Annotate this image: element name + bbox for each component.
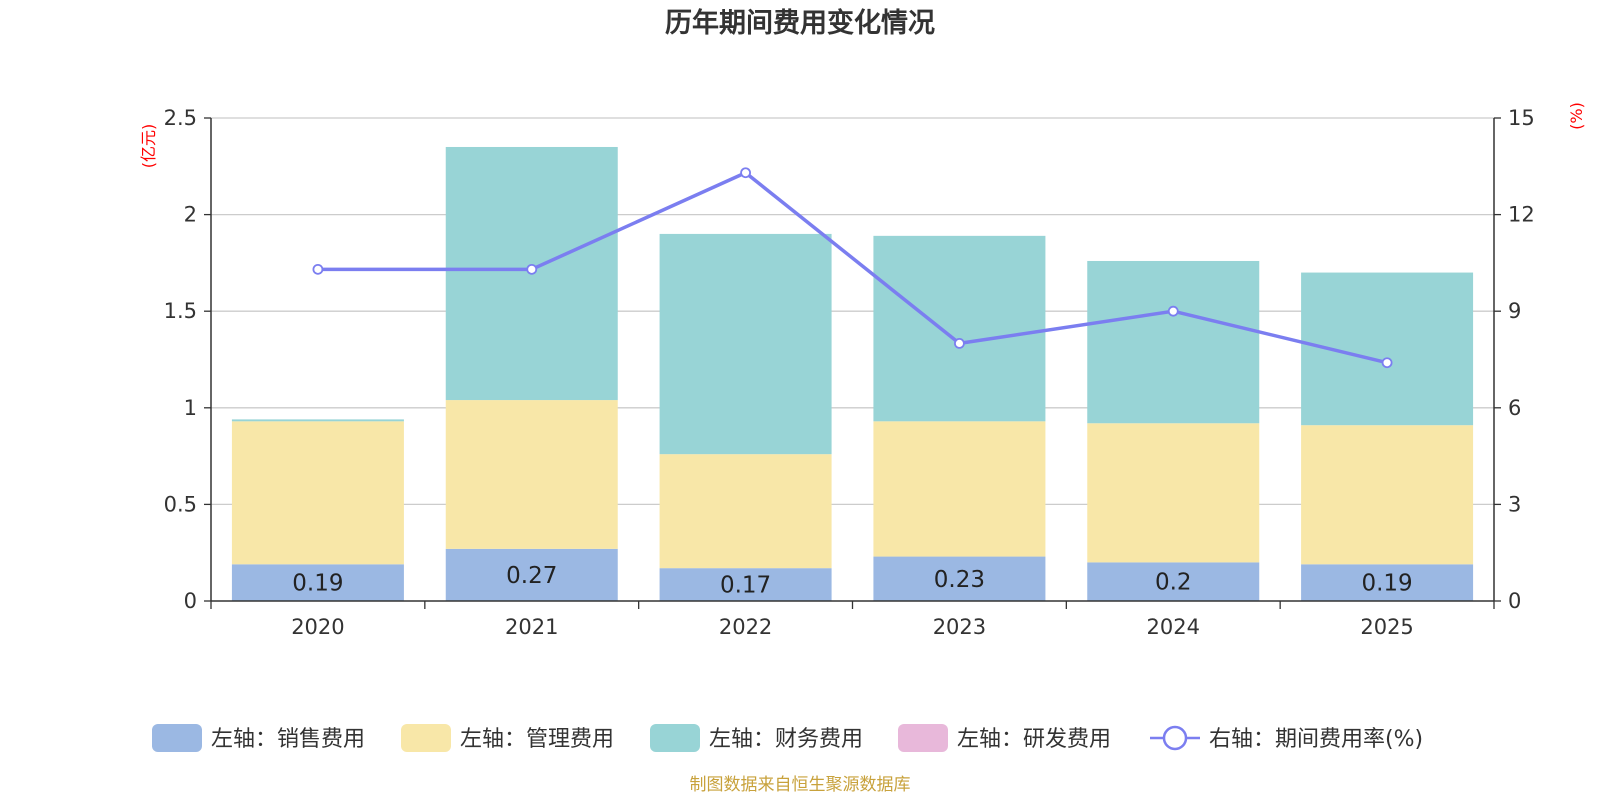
legend-swatch <box>401 724 451 752</box>
bar-segment-3 <box>1087 260 1260 424</box>
bar-data-label: 0.2 <box>1155 570 1192 596</box>
bar-segment-3 <box>873 235 1046 422</box>
expense-ratio-point <box>954 337 965 349</box>
legend-marker-icon <box>1162 725 1188 751</box>
legend-item[interactable]: 左轴：研发费用 <box>898 724 1111 752</box>
left-axis-tick-label: 2 <box>184 203 197 227</box>
left-axis-tick-label: 2.5 <box>164 106 197 130</box>
legend-swatch <box>152 724 202 752</box>
legend: 左轴：销售费用 左轴：管理费用 左轴：财务费用 左轴：研发费用 右轴：期间费用率(%) <box>152 724 1423 752</box>
left-axis-unit: (亿元) <box>139 124 158 169</box>
bar-segment-1 <box>231 564 404 601</box>
legend-label: 左轴：研发费用 <box>957 727 1111 752</box>
right-axis-tick-label: 3 <box>1508 492 1521 516</box>
bar-segment-1 <box>445 548 618 601</box>
bar-segment-2 <box>1087 423 1260 563</box>
left-axis-tick-label: 1 <box>184 396 197 420</box>
right-axis-tick-label: 9 <box>1508 299 1521 323</box>
x-axis-tick-label: 2024 <box>1147 615 1200 639</box>
bar-data-label: 0.17 <box>720 573 771 599</box>
bar-series: 0.19 0.27 0.17 0.23 0.2 0.19 <box>231 146 1474 601</box>
bar-segment-3 <box>659 233 832 455</box>
bar-segment-1 <box>1301 564 1474 601</box>
right-axis-tick-label: 15 <box>1508 106 1535 130</box>
expense-ratio-point <box>740 167 751 179</box>
legend-label: 左轴：财务费用 <box>709 727 863 752</box>
left-axis-tick-label: 1.5 <box>164 299 197 323</box>
bar-segment-3 <box>231 419 404 422</box>
bar-data-label: 0.19 <box>1361 571 1412 597</box>
bar-segment-2 <box>445 400 618 549</box>
x-axis-tick-label: 2020 <box>291 615 344 639</box>
bar-data-label: 0.23 <box>934 567 985 593</box>
left-axis-tick-label: 0 <box>184 589 197 613</box>
x-axis-tick-label: 2021 <box>505 615 558 639</box>
x-axis-tick-label: 2023 <box>933 615 986 639</box>
bar-segment-1 <box>873 556 1046 601</box>
legend-swatch <box>650 724 700 752</box>
legend-item[interactable]: 左轴：管理费用 <box>401 724 614 752</box>
bar-segment-2 <box>659 454 832 569</box>
right-axis-unit: (%) <box>1567 102 1586 130</box>
expense-ratio-point <box>1167 305 1179 317</box>
chart-title: 历年期间费用变化情况 <box>665 7 935 39</box>
gridlines <box>211 117 1494 506</box>
expense-ratio-point <box>1381 357 1393 369</box>
legend-label: 左轴：销售费用 <box>211 727 365 752</box>
right-axis-tick-label: 0 <box>1508 589 1521 613</box>
expense-ratio-point <box>526 263 538 275</box>
x-axis-tick-label: 2025 <box>1360 615 1413 639</box>
left-axis-tick-label: 0.5 <box>164 492 197 516</box>
bar-segment-2 <box>231 421 404 565</box>
legend-swatch <box>898 724 948 752</box>
legend-label: 右轴：期间费用率(%) <box>1209 727 1423 752</box>
bar-segment-1 <box>1087 562 1260 601</box>
bar-segment-1 <box>659 568 832 601</box>
legend-item[interactable]: 左轴：销售费用 <box>152 724 365 752</box>
expense-ratio-line <box>317 170 1388 365</box>
legend-item[interactable]: 左轴：财务费用 <box>650 724 863 752</box>
legend-item[interactable]: 右轴：期间费用率(%) <box>1150 725 1423 752</box>
legend-label: 左轴：管理费用 <box>460 727 614 752</box>
bar-segment-2 <box>1301 425 1474 565</box>
x-axis-tick-label: 2022 <box>719 615 772 639</box>
axes: 0 0.5 1 1.5 2 2.5 0 3 6 9 12 15 (亿元) (%) 2020 2021 2022 2… <box>139 102 1586 639</box>
bar-data-label: 0.19 <box>292 571 343 597</box>
line-series <box>312 167 1393 369</box>
right-axis-tick-label: 6 <box>1508 396 1521 420</box>
expense-ratio-point <box>312 263 324 275</box>
source-note: 制图数据来自恒生聚源数据库 <box>690 775 911 795</box>
bar-segment-2 <box>873 421 1046 557</box>
bar-data-label: 0.27 <box>506 563 557 589</box>
right-axis-tick-label: 12 <box>1508 203 1535 227</box>
